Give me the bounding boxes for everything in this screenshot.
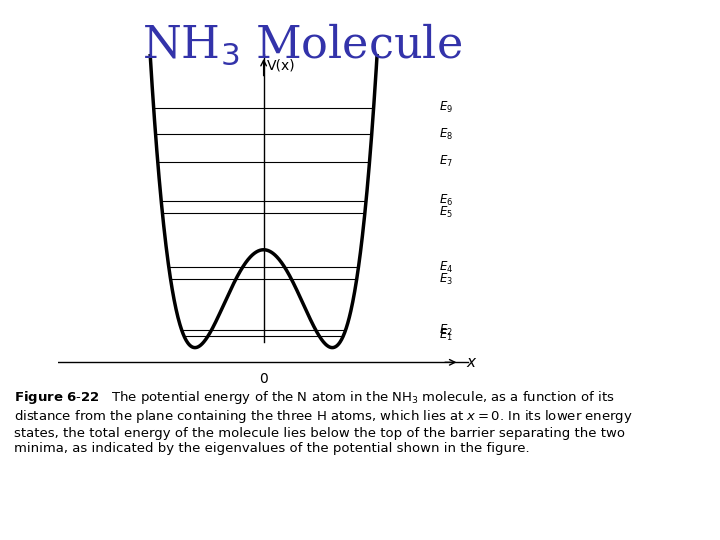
Text: 0: 0 <box>259 372 268 386</box>
Text: $\bf{Figure\ 6\text{-}22}$   The potential energy of the N atom in the NH$_3$ mo: $\bf{Figure\ 6\text{-}22}$ The potential… <box>14 389 633 455</box>
Text: $E_2$: $E_2$ <box>438 322 453 338</box>
Text: $E_6$: $E_6$ <box>438 193 453 208</box>
Text: x: x <box>467 355 475 370</box>
Text: $E_7$: $E_7$ <box>438 154 453 169</box>
Text: $E_5$: $E_5$ <box>438 205 453 220</box>
Text: $E_4$: $E_4$ <box>438 260 453 275</box>
Text: $E_1$: $E_1$ <box>438 328 453 343</box>
Text: $E_8$: $E_8$ <box>438 127 453 142</box>
Text: NH$_3$ Molecule: NH$_3$ Molecule <box>143 22 462 67</box>
Text: $E_9$: $E_9$ <box>438 100 453 116</box>
Text: $E_3$: $E_3$ <box>438 272 453 287</box>
Text: V(x): V(x) <box>267 59 296 73</box>
